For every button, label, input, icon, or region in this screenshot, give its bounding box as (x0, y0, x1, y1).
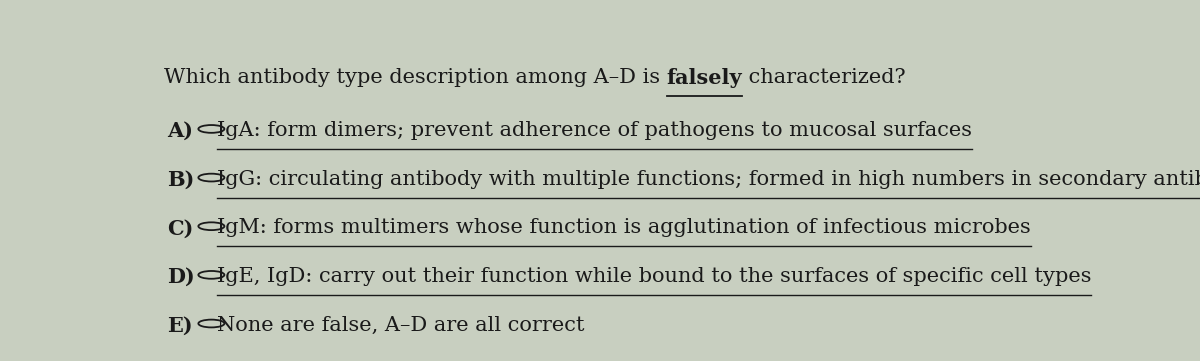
Text: Which antibody type description among A–D is: Which antibody type description among A–… (164, 68, 667, 87)
Text: E): E) (167, 316, 192, 336)
Text: None are false, A–D are all correct: None are false, A–D are all correct (217, 316, 584, 335)
Text: IgM: forms multimers whose function is agglutination of infectious microbes: IgM: forms multimers whose function is a… (217, 218, 1031, 238)
Text: falsely: falsely (667, 68, 743, 88)
Text: IgG: circulating antibody with multiple functions; formed in high numbers in sec: IgG: circulating antibody with multiple … (217, 170, 1200, 189)
Text: IgE, IgD: carry out their function while bound to the surfaces of specific cell : IgE, IgD: carry out their function while… (217, 267, 1092, 286)
Text: A): A) (167, 121, 193, 141)
Text: characterized?: characterized? (743, 68, 906, 87)
Text: IgA: form dimers; prevent adherence of pathogens to mucosal surfaces: IgA: form dimers; prevent adherence of p… (217, 121, 972, 140)
Text: C): C) (167, 218, 193, 239)
Text: D): D) (167, 267, 194, 287)
Text: B): B) (167, 170, 194, 190)
